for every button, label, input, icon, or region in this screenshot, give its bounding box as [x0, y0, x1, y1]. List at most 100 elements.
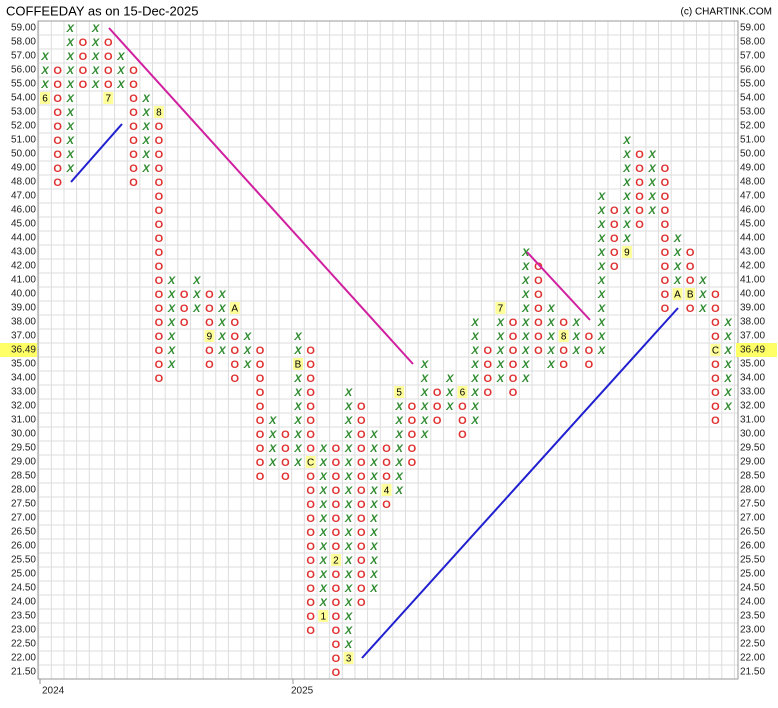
x-box: X	[420, 415, 429, 427]
x-box: X	[217, 303, 226, 315]
x-box: X	[496, 317, 505, 329]
o-box: O	[281, 457, 290, 469]
o-box: O	[230, 317, 239, 329]
x-box: X	[66, 93, 75, 105]
x-box: X	[420, 387, 429, 399]
x-box: X	[597, 289, 606, 301]
o-box: O	[306, 415, 315, 427]
o-box: O	[53, 107, 62, 119]
x-box: X	[698, 289, 707, 301]
y-tick-label-right: 27.50	[740, 499, 765, 510]
y-tick-label: 52.00	[11, 121, 36, 132]
x-box: X	[369, 471, 378, 483]
x-box: X	[395, 401, 404, 413]
o-box: O	[509, 345, 518, 357]
x-box: X	[319, 443, 328, 455]
o-box: O	[711, 387, 720, 399]
o-box: O	[357, 583, 366, 595]
x-box: X	[369, 541, 378, 553]
y-tick-label-right: 49.00	[740, 163, 765, 174]
o-box: O	[256, 415, 265, 427]
o-box: O	[534, 331, 543, 343]
x-box: X	[673, 247, 682, 259]
y-tick-label: 50.00	[11, 149, 36, 160]
o-box: O	[458, 415, 467, 427]
x-box: X	[723, 317, 732, 329]
x-box: X	[395, 457, 404, 469]
o-box: O	[332, 513, 341, 525]
o-box: O	[155, 303, 164, 315]
o-box: O	[661, 261, 670, 273]
o-box: O	[79, 79, 88, 91]
last-price-label: 36.49	[740, 345, 765, 356]
y-tick-label: 46.00	[11, 205, 36, 216]
x-box: X	[344, 527, 353, 539]
x-box: X	[470, 345, 479, 357]
o-box: O	[281, 471, 290, 483]
x-box: X	[648, 149, 657, 161]
o-box: O	[155, 219, 164, 231]
y-tick-label: 44.00	[11, 233, 36, 244]
y-tick-label-right: 48.00	[740, 177, 765, 188]
x-box: X	[395, 485, 404, 497]
o-box: O	[155, 121, 164, 133]
o-box: O	[155, 233, 164, 245]
y-tick-label: 57.00	[11, 51, 36, 62]
o-box: O	[332, 499, 341, 511]
x-box: X	[470, 387, 479, 399]
o-box: O	[306, 401, 315, 413]
y-tick-label-right: 29.50	[740, 443, 765, 454]
o-box: O	[53, 65, 62, 77]
x-box: X	[319, 485, 328, 497]
x-tick-label: 2024	[42, 686, 65, 697]
y-tick-label-right: 25.50	[740, 555, 765, 566]
x-box: X	[597, 205, 606, 217]
x-box: X	[723, 373, 732, 385]
column: XXX	[243, 331, 252, 371]
x-box: X	[344, 611, 353, 623]
x-box: X	[319, 513, 328, 525]
x-box: X	[344, 457, 353, 469]
x-box: X	[395, 429, 404, 441]
x-box: X	[420, 429, 429, 441]
o-box: O	[104, 51, 113, 63]
y-tick-label-right: 33.00	[740, 387, 765, 398]
y-tick-label-right: 25.00	[740, 569, 765, 580]
o-box: O	[256, 457, 265, 469]
o-box: O	[332, 541, 341, 553]
y-tick-label: 28.00	[11, 485, 36, 496]
month-marker-label: 3	[346, 654, 352, 665]
o-box: O	[53, 121, 62, 133]
o-box: O	[661, 219, 670, 231]
x-box: X	[192, 275, 201, 287]
month-marker-label: 8	[561, 332, 567, 343]
y-tick-label-right: 41.00	[740, 275, 765, 286]
y-tick-label-right: 28.50	[740, 471, 765, 482]
x-box: X	[470, 331, 479, 343]
x-box: X	[192, 289, 201, 301]
x-box: X	[521, 289, 530, 301]
o-box: O	[357, 429, 366, 441]
o-box: O	[205, 317, 214, 329]
column: XXX	[445, 373, 454, 413]
o-box: O	[155, 135, 164, 147]
x-box: X	[167, 317, 176, 329]
o-box: O	[585, 359, 594, 371]
y-tick-label-right: 43.00	[740, 247, 765, 258]
x-box: X	[268, 457, 277, 469]
month-marker-label: 9	[207, 332, 213, 343]
y-tick-label-right: 44.00	[740, 233, 765, 244]
y-tick-label-right: 52.00	[740, 121, 765, 132]
o-box: O	[483, 387, 492, 399]
